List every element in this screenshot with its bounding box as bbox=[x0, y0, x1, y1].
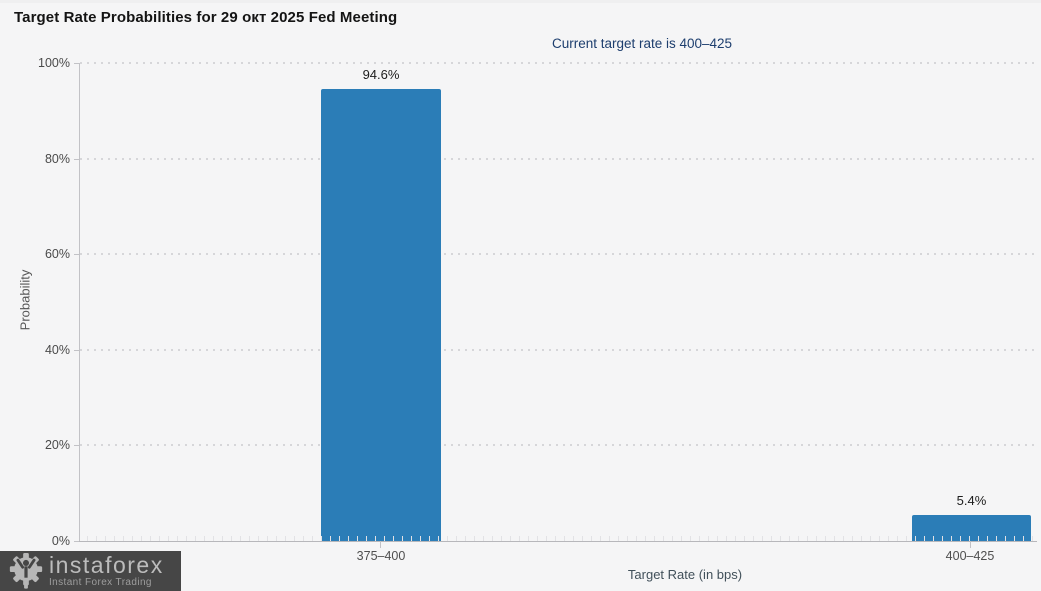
gridline-20 bbox=[80, 444, 1037, 447]
brand-name: instaforex bbox=[49, 552, 164, 578]
gridline-80 bbox=[80, 157, 1037, 160]
instaforex-watermark: instaforex Instant Forex Trading bbox=[0, 551, 181, 591]
y-tick-label-100: 100% bbox=[38, 56, 70, 70]
x-axis-minor-ticks bbox=[79, 536, 1037, 541]
gear-person-icon bbox=[9, 552, 43, 589]
gridline-100 bbox=[80, 62, 1037, 64]
x-category-label: 400–425 bbox=[945, 549, 995, 563]
gridline-60 bbox=[80, 253, 1037, 256]
plot-area: 94.6% 5.4% bbox=[79, 62, 1037, 541]
y-tick-label-40: 40% bbox=[44, 342, 70, 357]
y-tick-100 bbox=[74, 63, 79, 64]
chart-title: Target Rate Probabilities for 29 окт 202… bbox=[14, 9, 398, 26]
chart-subtitle: Current target rate is 400–425 bbox=[551, 36, 733, 51]
y-tick-20 bbox=[74, 445, 79, 447]
bar-value-label: 94.6% bbox=[362, 66, 400, 82]
y-tick-label-20: 20% bbox=[44, 438, 70, 453]
y-tick-40 bbox=[74, 349, 79, 351]
y-tick-0 bbox=[74, 541, 79, 542]
bar-value-label: 5.4% bbox=[956, 493, 987, 509]
y-tick-label-60: 60% bbox=[44, 247, 70, 262]
watermark-text: instaforex Instant Forex Trading bbox=[49, 554, 164, 588]
brand-tagline: Instant Forex Trading bbox=[49, 577, 152, 588]
bar-rect bbox=[321, 88, 441, 541]
x-tick-400-425 bbox=[970, 541, 971, 548]
x-axis-title: Target Rate (in bps) bbox=[627, 567, 743, 582]
x-tick-375-400 bbox=[380, 541, 381, 548]
x-axis-line bbox=[79, 541, 1037, 542]
y-axis-title: Probability bbox=[17, 269, 33, 331]
gridline-40 bbox=[80, 348, 1037, 351]
top-strip bbox=[0, 0, 1041, 3]
y-tick-60 bbox=[74, 254, 79, 256]
x-category-label: 375–400 bbox=[356, 549, 406, 563]
y-tick-80 bbox=[74, 158, 79, 160]
y-tick-label-80: 80% bbox=[44, 151, 70, 166]
y-tick-label-0: 0% bbox=[51, 534, 70, 548]
